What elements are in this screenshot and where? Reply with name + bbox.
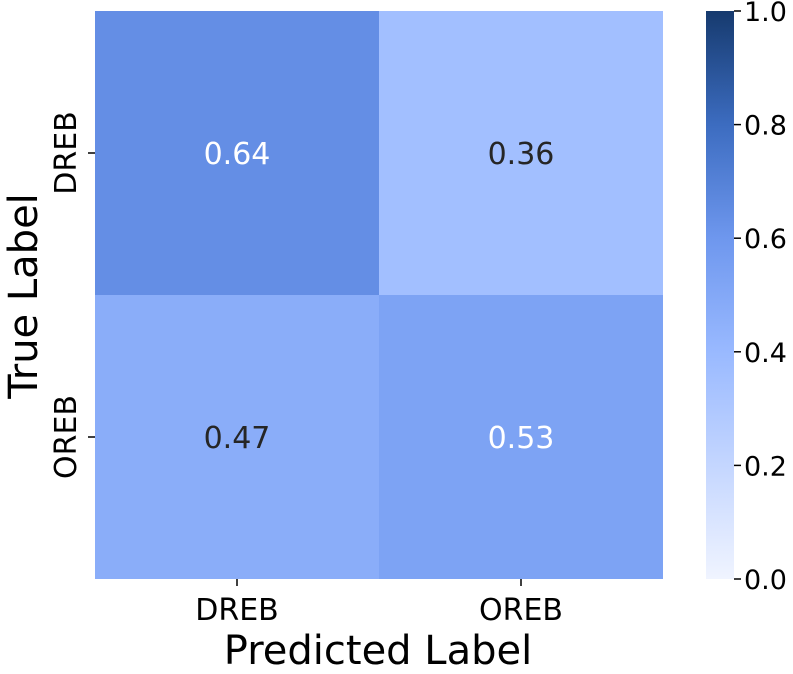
- cell-value-label: 0.47: [204, 421, 271, 456]
- colorbar-tick-label: 0.4: [744, 338, 787, 369]
- heatmap-cells: 0.64 0.36 0.47 0.53: [95, 11, 663, 579]
- colorbar-gradient: [706, 11, 734, 579]
- x-axis-ticks: DREB OREB: [195, 579, 563, 628]
- y-tick-label: DREB: [49, 111, 84, 194]
- heatmap-cell: [379, 11, 663, 295]
- heatmap-cell: [379, 295, 663, 579]
- colorbar-tick-label: 1.0: [744, 0, 787, 28]
- colorbar-tick-label: 0.8: [744, 111, 787, 142]
- x-tick-label: OREB: [479, 593, 563, 628]
- colorbar-tick-label: 0.6: [744, 224, 787, 255]
- x-tick-label: DREB: [195, 593, 278, 628]
- cell-value-label: 0.64: [204, 137, 271, 172]
- heatmap-cell: [95, 295, 379, 579]
- y-tick-label: OREB: [49, 395, 84, 479]
- colorbar-tick-label: 0.2: [744, 451, 787, 482]
- heatmap-cell: [95, 11, 379, 295]
- y-axis-ticks: DREB OREB: [49, 111, 95, 479]
- colorbar-tick-label: 0.0: [744, 565, 787, 596]
- y-axis-label: True Label: [1, 193, 47, 400]
- colorbar: 0.0 0.2 0.4 0.6 0.8 1.0: [706, 0, 787, 596]
- x-axis-label: Predicted Label: [224, 628, 532, 674]
- cell-value-label: 0.53: [488, 421, 555, 456]
- cell-value-label: 0.36: [488, 137, 555, 172]
